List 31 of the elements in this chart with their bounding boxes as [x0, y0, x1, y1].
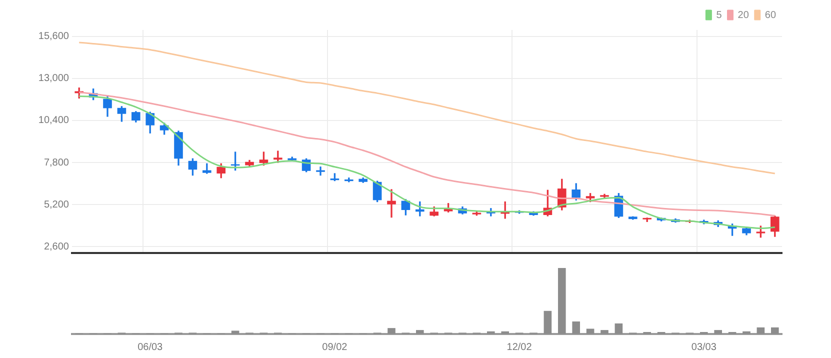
bar [544, 310, 552, 334]
line-series [78, 42, 776, 174]
y-tick-label: 2,600 [44, 241, 70, 252]
bar [756, 327, 765, 334]
bar [416, 330, 424, 334]
bar [600, 330, 608, 334]
bar [586, 328, 594, 334]
y-tick-label: 15,600 [38, 31, 70, 42]
x-tick-label: 12/02 [506, 342, 532, 353]
bar [558, 268, 566, 334]
candlestick [387, 189, 396, 218]
bar [770, 327, 779, 334]
x-tick-label: 09/02 [322, 342, 348, 353]
bar [501, 331, 510, 334]
legend-label: 60 [764, 10, 776, 21]
bar [572, 321, 580, 334]
bar [486, 331, 495, 334]
y-tick-label: 5,200 [44, 199, 70, 210]
y-tick-label: 7,800 [44, 157, 70, 168]
candlestick [316, 166, 325, 176]
y-tick-label: 13,000 [38, 73, 70, 84]
y-tick-label: 10,400 [38, 115, 70, 126]
x-tick-label: 06/03 [138, 342, 164, 353]
bar [388, 328, 396, 334]
bar [714, 330, 722, 334]
x-tick-label: 03/03 [691, 342, 717, 353]
legend-label: 5 [716, 10, 722, 21]
bar [231, 330, 240, 334]
bar [614, 323, 623, 334]
legend-label: 20 [738, 10, 750, 21]
bar [742, 331, 750, 334]
